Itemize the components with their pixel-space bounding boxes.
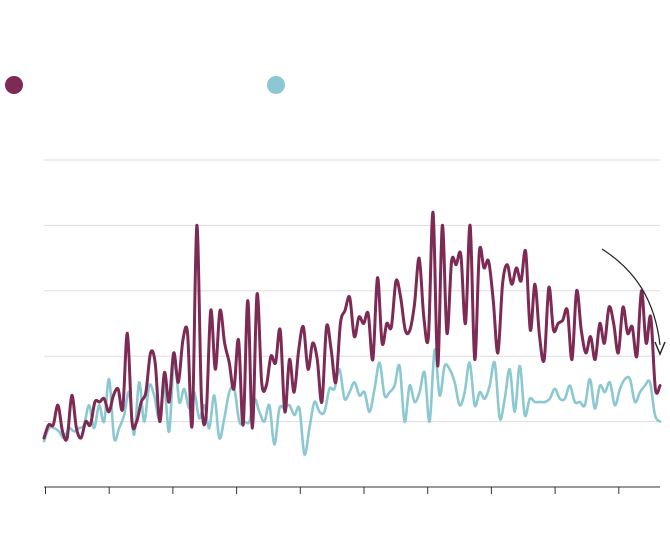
legend-swatch-series-1 xyxy=(5,76,23,94)
legend-swatch-series-2 xyxy=(267,76,285,94)
annotation-arrow xyxy=(601,248,661,346)
x-axis xyxy=(44,486,660,494)
series-line-2 xyxy=(42,348,662,456)
gridlines xyxy=(44,159,660,423)
legend xyxy=(5,76,285,94)
series-line-1 xyxy=(42,210,662,442)
series-layer xyxy=(42,210,662,456)
annotation-arrowhead xyxy=(654,341,666,356)
annotation xyxy=(601,248,666,356)
